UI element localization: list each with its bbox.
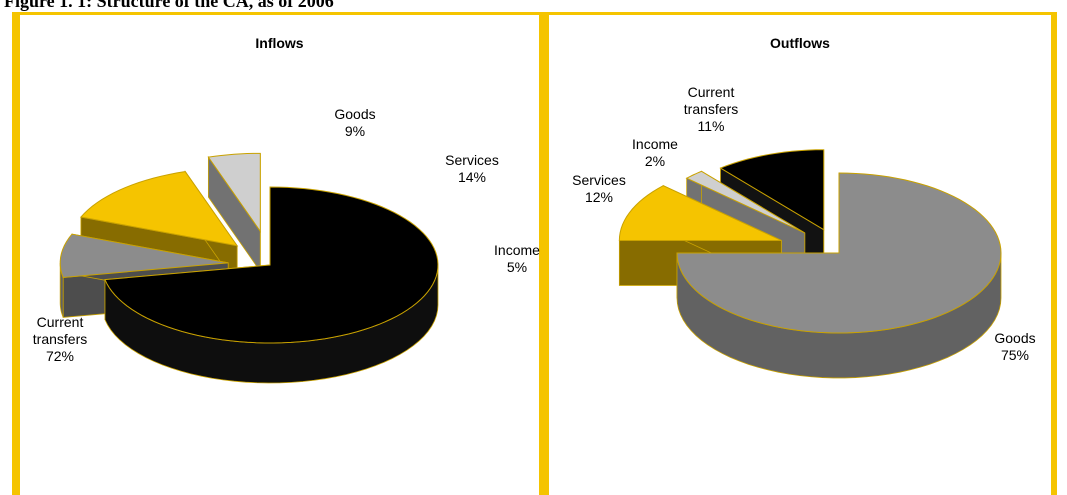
inflows-chart-title: Inflows (255, 35, 304, 51)
inflows-label-current-transfers: Current transfers 72% (33, 314, 87, 364)
outflows-label-goods: Goods 75% (994, 330, 1035, 363)
outflows-pie-chart: Goods 75% Services 12%Income 2%Current transf… (572, 84, 1036, 379)
outflows-chart-title: Outflows (770, 35, 830, 51)
inflows-label-goods: Goods 9% (334, 106, 375, 139)
frame-top-border (12, 12, 1057, 15)
inflows-label-income: Income 5% (494, 242, 540, 275)
outflows-panel: Outflows Goods 75% Services 12% Income 2% Curr… (543, 15, 1057, 495)
outflows-slice-goods (676, 172, 1002, 379)
outflows-label-services: Services 12% (572, 172, 626, 205)
inflows-pie-chart: Current transfers 72% Goods 9% Services 14% Inc… (33, 106, 540, 384)
inflows-label-services: Services 14% (445, 152, 499, 185)
inflows-slice-income (207, 152, 261, 273)
outflows-label-income: Income 2% (632, 136, 678, 169)
inflows-panel: Inflows Current transfers 72% Goods 9% Servic… (12, 15, 547, 495)
figure-title: Figure 1. 1: Structure of the CA, as of … (4, 0, 334, 11)
outflows-label-current-transfers: Current transfers 11% (684, 84, 738, 134)
inflows-slice-current-transfers (104, 186, 439, 384)
